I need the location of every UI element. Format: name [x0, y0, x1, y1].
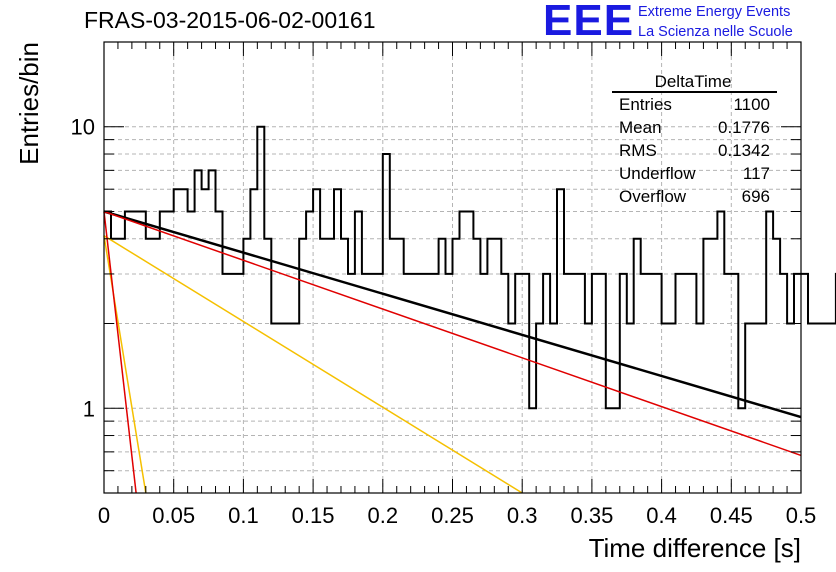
- y-axis: 1 10: [71, 115, 801, 472]
- stats-value-underflow: 117: [743, 164, 770, 183]
- x-tick-label: 0.35: [570, 503, 613, 528]
- x-axis: 0 0.05 0.1 0.15 0.2 0.25 0.3 0.35 0.4 0.45 0.5: [98, 42, 816, 528]
- stats-value-overflow: 696: [742, 187, 770, 206]
- fit-line-1: [103, 210, 802, 419]
- x-tick-label: 0.15: [292, 503, 335, 528]
- chart-title: FRAS-03-2015-06-02-00161: [84, 7, 376, 33]
- stats-box-title: DeltaTime: [655, 72, 732, 91]
- stats-box: DeltaTime Entries 1100 Mean 0.1776 RMS 0.1342…: [612, 72, 777, 206]
- y-tick-label: 10: [71, 115, 95, 140]
- stats-value-mean: 0.1776: [718, 118, 770, 137]
- x-tick-label: 0.25: [431, 503, 474, 528]
- fit-line-5: [103, 211, 137, 494]
- y-axis-title: Entries/bin: [14, 42, 44, 165]
- x-tick-label: 0: [98, 503, 110, 528]
- histogram: [104, 125, 836, 410]
- stats-label-entries: Entries: [619, 95, 672, 114]
- eee-logo: EEE: [543, 0, 635, 45]
- logo-text-line2: La Scienza nelle Scuole: [638, 24, 793, 40]
- fit-line-2: [103, 210, 802, 457]
- stats-label-overflow: Overflow: [619, 187, 687, 206]
- stats-value-rms: 0.1342: [718, 141, 770, 160]
- x-tick-label: 0.05: [152, 503, 195, 528]
- x-axis-title: Time difference [s]: [589, 533, 801, 563]
- x-tick-label: 0.4: [646, 503, 677, 528]
- y-tick-label: 1: [83, 396, 95, 421]
- x-tick-label: 0.1: [228, 503, 259, 528]
- stats-value-entries: 1100: [733, 95, 770, 114]
- stats-label-mean: Mean: [619, 118, 662, 137]
- logo-text-line1: Extreme Energy Events: [638, 4, 791, 20]
- fit-curves: [103, 210, 802, 494]
- fit-line-3: [103, 235, 523, 494]
- x-tick-label: 0.3: [507, 503, 538, 528]
- x-tick-label: 0.2: [368, 503, 399, 528]
- stats-label-underflow: Underflow: [619, 164, 696, 183]
- histogram-outline: [104, 125, 836, 410]
- stats-label-rms: RMS: [619, 141, 657, 160]
- x-tick-label: 0.5: [786, 503, 817, 528]
- x-tick-label: 0.45: [710, 503, 753, 528]
